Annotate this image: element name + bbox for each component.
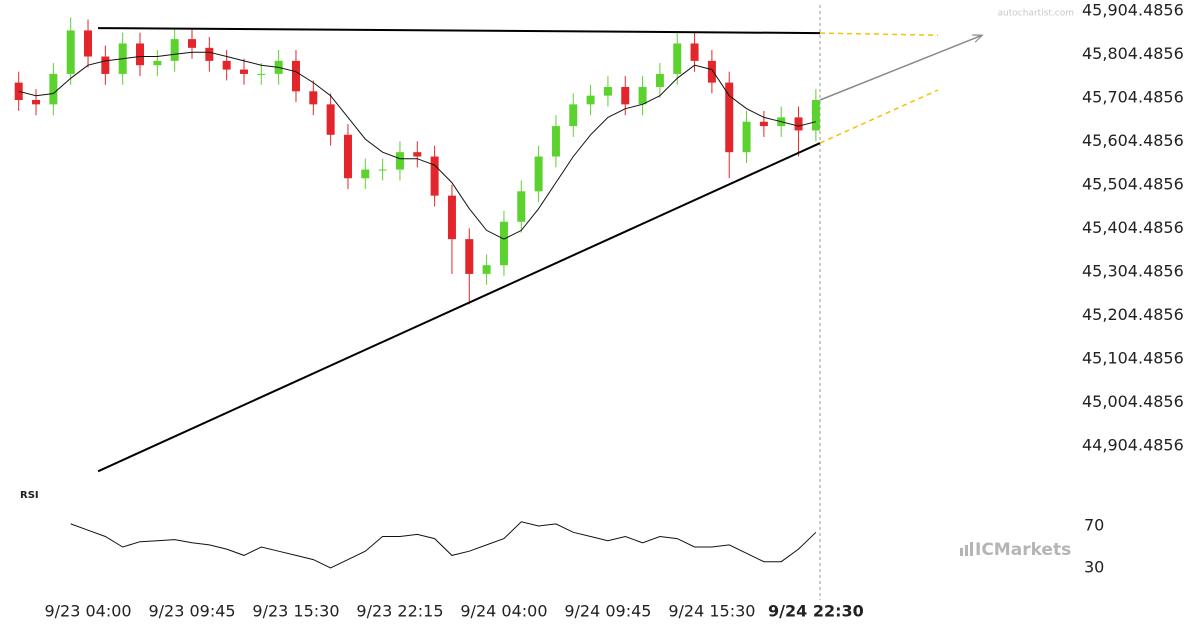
y-tick-label: 45,604.4856 bbox=[1082, 131, 1184, 150]
rsi-tick-label: 70 bbox=[1084, 515, 1104, 534]
x-tick-label: 9/23 22:15 bbox=[356, 602, 443, 621]
x-tick-label: 9/24 04:00 bbox=[460, 602, 547, 621]
candle-body bbox=[413, 152, 422, 157]
candle-body bbox=[49, 73, 58, 105]
candle-body bbox=[707, 60, 716, 83]
y-tick-label: 44,904.4856 bbox=[1082, 435, 1184, 454]
candle-body bbox=[291, 60, 300, 92]
candle-body bbox=[326, 104, 335, 135]
rsi-tick-label: 30 bbox=[1084, 557, 1104, 576]
candle-body bbox=[170, 39, 179, 61]
candle-body bbox=[690, 43, 699, 61]
candle-body bbox=[66, 30, 75, 74]
x-tick-label: 9/24 15:30 bbox=[668, 602, 755, 621]
candle-body bbox=[569, 104, 578, 127]
y-tick-label: 45,804.4856 bbox=[1082, 44, 1184, 63]
candle-body bbox=[430, 156, 439, 196]
candle-body bbox=[811, 100, 820, 131]
y-tick-label: 45,904.4856 bbox=[1082, 1, 1184, 20]
candle-body bbox=[759, 121, 768, 127]
candle-body bbox=[725, 82, 734, 153]
x-tick-label: 9/23 09:45 bbox=[148, 602, 235, 621]
candle-body bbox=[239, 69, 248, 74]
candle-body bbox=[32, 100, 41, 105]
moving-average bbox=[18, 51, 817, 240]
candle-body bbox=[361, 169, 370, 179]
trendline bbox=[97, 142, 821, 473]
trendline bbox=[819, 34, 983, 101]
candle-body bbox=[447, 195, 456, 240]
candle-body bbox=[621, 86, 630, 105]
candle-body bbox=[673, 43, 682, 74]
x-tick-label: 9/24 09:45 bbox=[564, 602, 651, 621]
candle-body bbox=[84, 30, 93, 57]
candle-body bbox=[343, 134, 352, 179]
candle-body bbox=[101, 56, 110, 74]
candle-body bbox=[205, 47, 214, 61]
y-tick-label: 45,204.4856 bbox=[1082, 305, 1184, 324]
candle-body bbox=[794, 117, 803, 131]
candle-body bbox=[499, 221, 508, 266]
candle-body bbox=[603, 86, 612, 96]
candle-body bbox=[153, 60, 162, 66]
candle-body bbox=[188, 39, 196, 48]
candle-body bbox=[517, 191, 526, 222]
arrow-head bbox=[972, 34, 984, 43]
candle-body bbox=[586, 95, 595, 105]
y-tick-label: 45,504.4856 bbox=[1082, 175, 1184, 194]
trendline bbox=[98, 27, 821, 35]
watermark: autochartist.com bbox=[998, 9, 1074, 19]
candle-body bbox=[309, 91, 318, 105]
candle-body bbox=[742, 121, 751, 153]
candle-body bbox=[638, 86, 647, 105]
y-tick-label: 45,404.4856 bbox=[1082, 218, 1184, 237]
brand: ICMarkets bbox=[975, 540, 1071, 560]
trendline bbox=[819, 89, 939, 144]
x-tick-label: 9/23 04:00 bbox=[44, 602, 131, 621]
y-tick-label: 45,004.4856 bbox=[1082, 392, 1184, 411]
candle-body bbox=[482, 265, 491, 274]
trendline bbox=[820, 32, 939, 36]
candle-body bbox=[378, 169, 387, 171]
candle-body bbox=[534, 156, 543, 192]
rsi-line bbox=[70, 521, 817, 569]
candle-body bbox=[655, 73, 664, 87]
y-tick-label: 45,704.4856 bbox=[1082, 88, 1184, 107]
x-tick-label: 9/24 22:30 bbox=[768, 602, 864, 621]
y-tick-label: 45,304.4856 bbox=[1082, 261, 1184, 280]
rsi-label: RSI bbox=[20, 490, 39, 501]
brand-logo: ICMarkets bbox=[960, 540, 1071, 560]
y-tick-label: 45,104.4856 bbox=[1082, 348, 1184, 367]
candle-body bbox=[551, 126, 560, 157]
candle-body bbox=[136, 43, 145, 66]
candle-body bbox=[257, 73, 266, 75]
candle-body bbox=[395, 152, 404, 170]
candle-body bbox=[222, 60, 231, 70]
x-tick-label: 9/23 15:30 bbox=[252, 602, 339, 621]
candle-body bbox=[465, 239, 474, 274]
